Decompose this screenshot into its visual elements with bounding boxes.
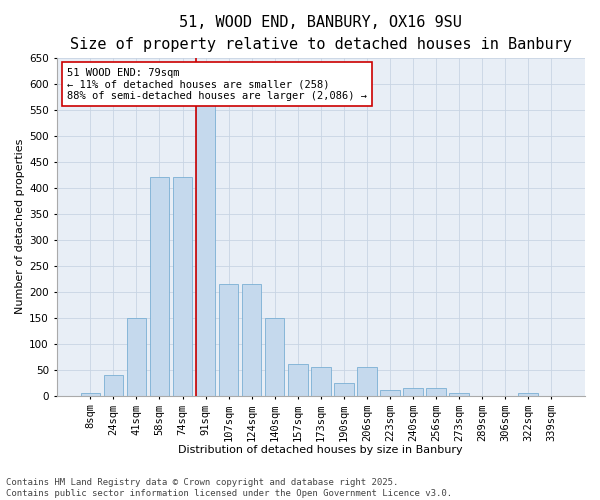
- Title: 51, WOOD END, BANBURY, OX16 9SU
Size of property relative to detached houses in : 51, WOOD END, BANBURY, OX16 9SU Size of …: [70, 15, 572, 52]
- Text: 51 WOOD END: 79sqm
← 11% of detached houses are smaller (258)
88% of semi-detach: 51 WOOD END: 79sqm ← 11% of detached hou…: [67, 68, 367, 101]
- Bar: [311, 367, 331, 396]
- Bar: [449, 393, 469, 396]
- Bar: [127, 318, 146, 396]
- Bar: [149, 177, 169, 396]
- Bar: [219, 284, 238, 396]
- Bar: [173, 177, 193, 396]
- Bar: [196, 99, 215, 396]
- Bar: [518, 393, 538, 396]
- Bar: [357, 367, 377, 396]
- Bar: [104, 375, 123, 396]
- Bar: [380, 390, 400, 396]
- Bar: [334, 382, 353, 396]
- Y-axis label: Number of detached properties: Number of detached properties: [15, 139, 25, 314]
- Bar: [426, 388, 446, 396]
- Bar: [265, 318, 284, 396]
- Bar: [242, 284, 262, 396]
- Bar: [288, 364, 308, 396]
- Bar: [403, 388, 423, 396]
- Bar: [80, 393, 100, 396]
- Text: Contains HM Land Registry data © Crown copyright and database right 2025.
Contai: Contains HM Land Registry data © Crown c…: [6, 478, 452, 498]
- X-axis label: Distribution of detached houses by size in Banbury: Distribution of detached houses by size …: [178, 445, 463, 455]
